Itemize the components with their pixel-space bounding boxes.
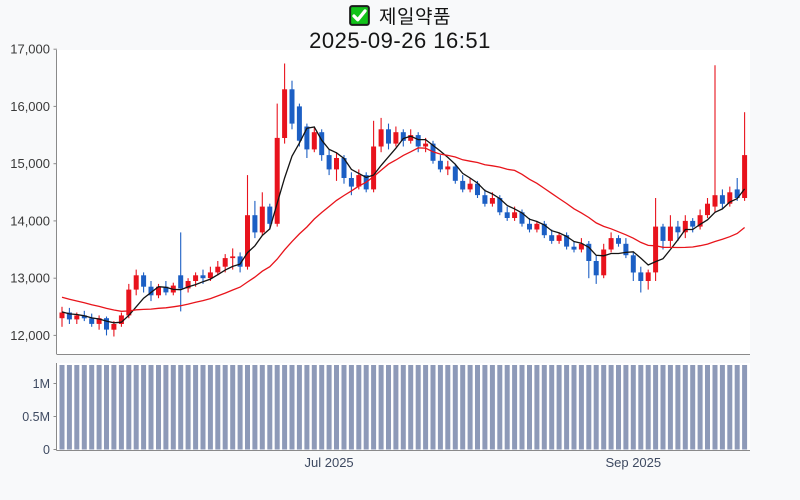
svg-text:1M: 1M bbox=[33, 377, 50, 391]
time-axis-labels: Jul 2025 Sep 2025 bbox=[305, 455, 662, 470]
stock-name: 제일약품 bbox=[379, 6, 451, 28]
ma-line-20 bbox=[61, 147, 746, 312]
candles bbox=[59, 63, 748, 337]
svg-text:Sep 2025: Sep 2025 bbox=[605, 455, 661, 470]
svg-text:0.5M: 0.5M bbox=[22, 410, 50, 424]
axis-lines bbox=[56, 50, 750, 451]
svg-text:14,000: 14,000 bbox=[10, 213, 50, 228]
svg-text:17,000: 17,000 bbox=[10, 42, 50, 57]
svg-text:0: 0 bbox=[43, 443, 50, 457]
ma-line-5 bbox=[61, 126, 746, 324]
chart-title: 제일약품 bbox=[0, 2, 800, 28]
svg-text:16,000: 16,000 bbox=[10, 99, 50, 114]
volume-bars bbox=[59, 365, 748, 450]
svg-text:13,000: 13,000 bbox=[10, 271, 50, 286]
svg-text:Jul 2025: Jul 2025 bbox=[305, 455, 354, 470]
checked-checkbox-icon bbox=[349, 4, 370, 26]
svg-text:12,000: 12,000 bbox=[10, 328, 50, 343]
price-axis-labels: 17,000 16,000 15,000 14,000 13,000 12,000 bbox=[10, 42, 57, 343]
volume-axis-labels: 1M 0.5M 0 bbox=[22, 377, 57, 457]
price-pane bbox=[57, 50, 750, 354]
svg-text:15,000: 15,000 bbox=[10, 156, 50, 171]
quote-datetime: 2025-09-26 16:51 bbox=[309, 28, 491, 53]
